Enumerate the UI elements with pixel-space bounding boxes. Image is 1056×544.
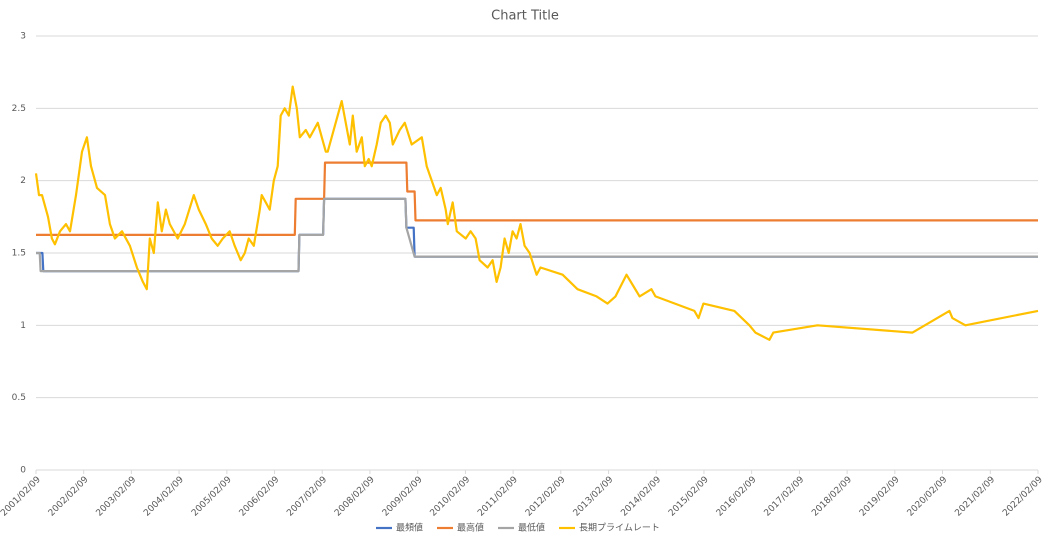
y-tick-label: 2 — [20, 176, 26, 186]
legend-label: 最低値 — [518, 522, 545, 534]
legend-label: 長期プライムレート — [579, 523, 660, 534]
y-tick-label: 0 — [20, 466, 26, 476]
y-tick-label: 0.5 — [12, 393, 26, 403]
series-line — [34, 85, 1039, 341]
y-tick-label: 2.5 — [12, 104, 26, 114]
chart-title: Chart Title — [491, 9, 559, 24]
series-line — [36, 197, 1038, 273]
y-tick-label: 1.5 — [12, 249, 26, 259]
y-tick-label: 3 — [20, 32, 26, 42]
legend-label: 最頻値 — [396, 522, 423, 534]
legend-label: 最高値 — [457, 522, 484, 534]
y-tick-label: 1 — [20, 321, 26, 331]
